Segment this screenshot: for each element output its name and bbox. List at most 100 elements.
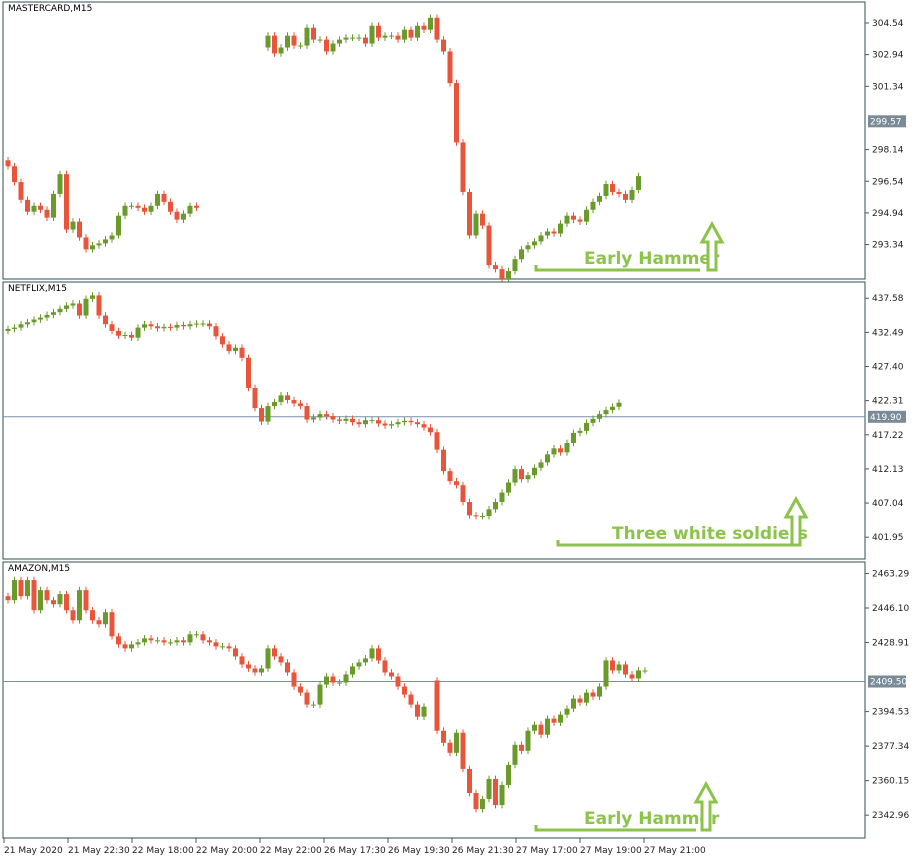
pattern-label: Early Hammer xyxy=(584,809,720,829)
candle-bear xyxy=(31,580,37,611)
pattern-underline xyxy=(534,265,700,272)
candle-bull xyxy=(493,501,498,510)
candle-bear xyxy=(382,660,388,673)
candle-bear xyxy=(486,225,492,266)
candle-bull xyxy=(343,37,349,40)
candle-bear xyxy=(83,590,89,611)
candle-bear xyxy=(181,324,186,327)
candle-bull xyxy=(369,420,375,422)
candle-bull xyxy=(155,640,160,642)
candle-bear xyxy=(408,694,414,705)
candle-bull xyxy=(5,328,11,331)
candle-bear xyxy=(304,406,310,420)
candle-bear xyxy=(610,184,615,192)
candle-bull xyxy=(194,634,199,636)
panel-netflix: 437.58 432.49 427.40 422.31 417.22 412.13 407.… xyxy=(2,281,906,560)
candle-bear xyxy=(454,481,459,486)
candle-bear xyxy=(538,724,544,735)
candle-bear xyxy=(324,39,329,52)
candle-bull xyxy=(428,17,433,30)
candle-bull xyxy=(129,644,134,649)
candle-bear xyxy=(181,640,186,643)
candle-bear xyxy=(395,676,401,687)
y-tick-label: 294.94 xyxy=(872,209,904,219)
candle-bull xyxy=(486,509,492,517)
candle-bull xyxy=(499,492,505,502)
candle-bull xyxy=(545,718,550,735)
panel-frame xyxy=(2,1,866,280)
candle-bull xyxy=(311,417,316,420)
candle-bear xyxy=(207,323,212,327)
candle-bear xyxy=(460,732,466,769)
candle-bear xyxy=(337,419,342,421)
candle-bear xyxy=(252,668,258,673)
candle-bull xyxy=(395,422,401,425)
candle-bull xyxy=(415,25,420,38)
pattern-underline xyxy=(534,825,696,832)
candle-bear xyxy=(493,265,498,270)
candle-bull xyxy=(532,241,537,246)
candle-bear xyxy=(129,334,134,338)
candle-bear xyxy=(5,160,11,167)
candle-bull xyxy=(57,308,63,313)
candle-bull xyxy=(564,442,570,453)
candle-bull xyxy=(38,317,43,320)
candle-bull xyxy=(473,213,479,236)
candle-bear xyxy=(161,640,167,643)
current-price-label: 2409.50 xyxy=(870,678,907,688)
candle-bull xyxy=(324,676,329,685)
current-price-box xyxy=(868,115,906,128)
candle-bear xyxy=(623,664,628,675)
candle-bear xyxy=(551,231,557,234)
candle-bull xyxy=(402,29,407,40)
candle-bear xyxy=(194,205,199,208)
candle-bear xyxy=(168,201,173,212)
candle-bear xyxy=(493,778,498,806)
panel-title-amazon: AMAZON,M15 xyxy=(8,564,71,574)
candle-bull xyxy=(519,249,524,260)
candle-bear xyxy=(122,644,128,649)
candle-bull xyxy=(57,594,63,605)
x-tick-label: 21 May 2020 xyxy=(4,846,63,856)
y-tick-label: 412.13 xyxy=(872,465,904,475)
candle-bear xyxy=(376,25,381,38)
up-arrow-icon xyxy=(783,495,809,547)
candle-bear xyxy=(90,610,95,621)
candle-bull xyxy=(90,245,95,250)
y-tick-label: 432.49 xyxy=(872,328,904,338)
y-tick-label: 2394.53 xyxy=(872,708,909,718)
candle-bear xyxy=(213,326,219,337)
candle-bear xyxy=(291,400,297,404)
candle-bear xyxy=(616,191,622,194)
candle-bull xyxy=(337,39,342,44)
x-tick-label: 27 May 17:00 xyxy=(516,846,578,856)
y-tick-label: 2463.29 xyxy=(872,569,909,579)
candle-bear xyxy=(12,166,17,183)
candle-bull xyxy=(317,39,323,41)
candle-bear xyxy=(330,416,336,420)
candle-bull xyxy=(129,205,134,207)
candle-bull xyxy=(356,662,362,667)
candle-bear xyxy=(460,142,466,192)
candle-bull xyxy=(109,235,115,240)
x-tick-label: 21 May 22:30 xyxy=(68,846,130,856)
candle-bull xyxy=(200,323,206,325)
candle-bear xyxy=(18,580,24,597)
candle-bull xyxy=(564,708,570,715)
time-axis: 21 May 2020 21 May 22:30 22 May 18:00 22 Ma… xyxy=(3,838,706,856)
up-arrow-icon xyxy=(699,220,725,272)
candle-bull xyxy=(603,410,609,415)
candle-bear xyxy=(272,35,277,54)
candle-bear xyxy=(382,423,388,426)
candle-bear xyxy=(356,422,362,425)
candle-bear xyxy=(376,648,381,661)
candle-bull xyxy=(610,406,615,411)
candle-bull xyxy=(57,174,63,194)
candle-bull xyxy=(103,612,108,625)
y-tick-label: 417.22 xyxy=(872,431,904,441)
y-tick-label: 2446.10 xyxy=(872,604,909,614)
candle-bull xyxy=(350,666,355,675)
candle-bear xyxy=(350,418,355,423)
candle-bear xyxy=(64,594,69,611)
